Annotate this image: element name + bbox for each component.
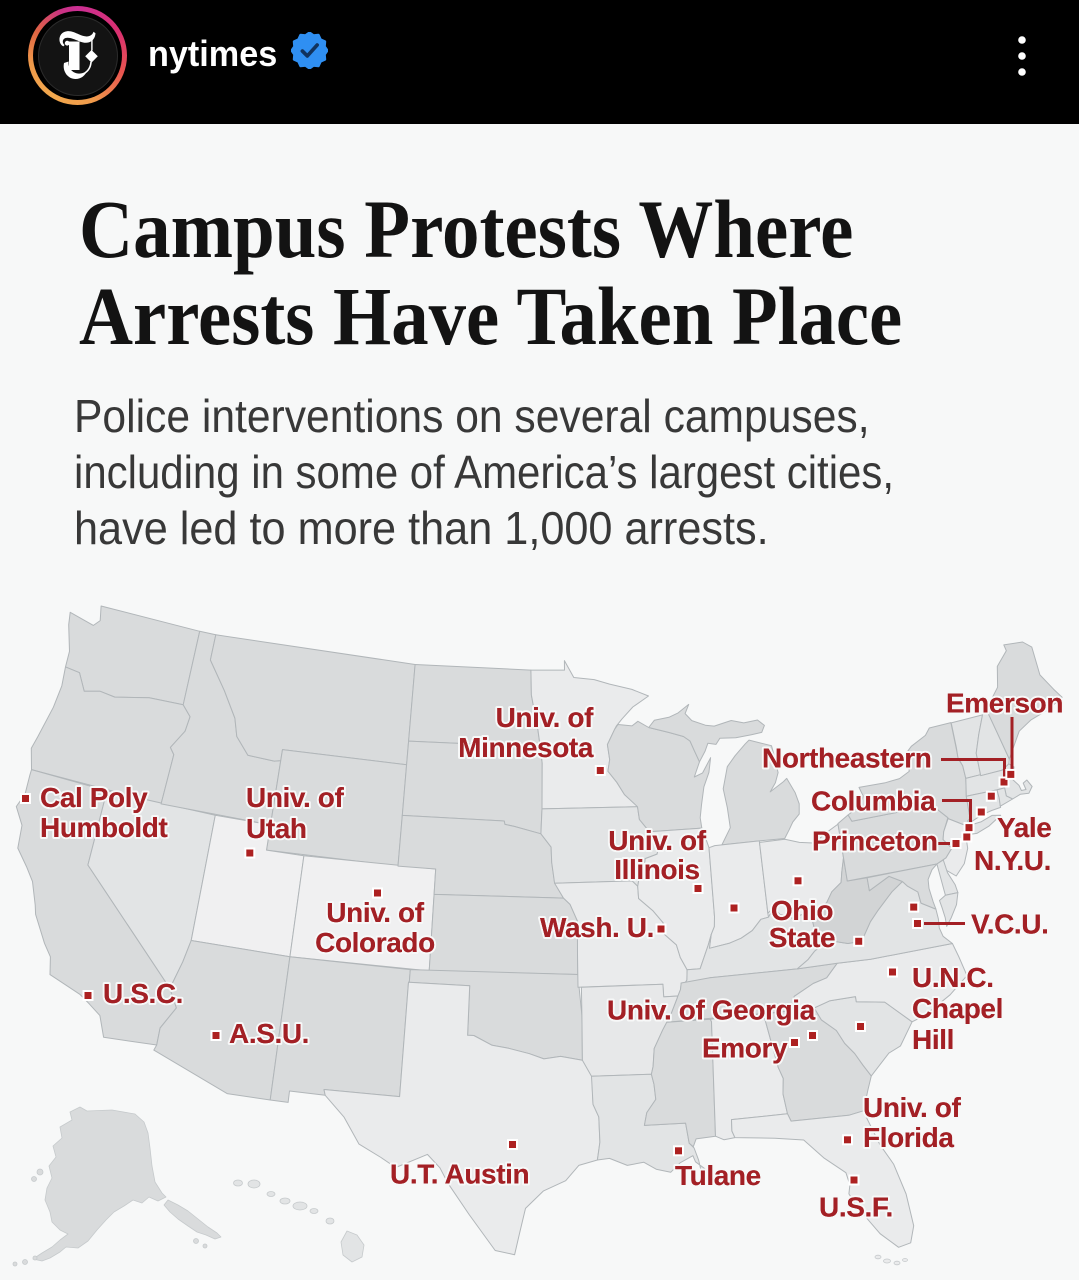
svg-text:Utah: Utah [246, 813, 307, 844]
svg-text:Columbia: Columbia [811, 786, 936, 817]
svg-text:U.S.C.: U.S.C. [103, 978, 183, 1009]
svg-text:U.N.C.: U.N.C. [912, 962, 994, 993]
svg-text:V.C.U.: V.C.U. [971, 909, 1049, 940]
svg-text:Yale: Yale [997, 812, 1051, 843]
svg-text:Wash. U.: Wash. U. [540, 912, 654, 943]
svg-text:Florida: Florida [863, 1122, 954, 1153]
svg-text:Princeton: Princeton [812, 826, 938, 857]
svg-text:Univ. of: Univ. of [326, 897, 424, 928]
svg-text:Tulane: Tulane [675, 1160, 761, 1191]
svg-text:Univ. of: Univ. of [246, 782, 344, 813]
svg-text:U.S.F.: U.S.F. [819, 1192, 893, 1223]
svg-text:Humboldt: Humboldt [40, 812, 168, 843]
svg-text:Cal Poly: Cal Poly [40, 782, 148, 813]
svg-text:U.N.C.: U.N.C. [912, 962, 994, 993]
svg-text:State: State [769, 922, 835, 953]
svg-text:Ohio: Ohio [771, 895, 833, 926]
svg-text:U.S.F.: U.S.F. [819, 1192, 893, 1223]
svg-text:Cal Poly: Cal Poly [40, 782, 148, 813]
svg-text:Wash. U.: Wash. U. [540, 912, 654, 943]
svg-text:Chapel: Chapel [912, 993, 1003, 1024]
svg-text:Univ. of: Univ. of [326, 897, 424, 928]
svg-text:Utah: Utah [246, 813, 307, 844]
svg-text:Hill: Hill [912, 1024, 954, 1055]
svg-text:Univ. of: Univ. of [863, 1092, 961, 1123]
svg-text:Yale: Yale [997, 812, 1051, 843]
svg-text:N.Y.U.: N.Y.U. [974, 845, 1051, 876]
svg-text:Emory: Emory [702, 1033, 788, 1064]
svg-text:State: State [769, 922, 835, 953]
svg-text:Emerson: Emerson [946, 688, 1063, 719]
svg-text:Illinois: Illinois [614, 854, 699, 885]
svg-text:Humboldt: Humboldt [40, 812, 168, 843]
svg-text:Ohio: Ohio [771, 895, 833, 926]
svg-text:Univ. of: Univ. of [608, 825, 706, 856]
svg-text:Princeton: Princeton [812, 826, 938, 857]
svg-text:Columbia: Columbia [811, 786, 936, 817]
svg-text:A.S.U.: A.S.U. [229, 1018, 309, 1049]
svg-text:Univ. of Georgia: Univ. of Georgia [607, 995, 816, 1026]
svg-text:Emerson: Emerson [946, 688, 1063, 719]
svg-text:Northeastern: Northeastern [762, 743, 931, 774]
svg-text:U.T. Austin: U.T. Austin [390, 1159, 529, 1190]
svg-text:A.S.U.: A.S.U. [229, 1018, 309, 1049]
svg-text:Northeastern: Northeastern [762, 743, 931, 774]
svg-text:U.S.C.: U.S.C. [103, 978, 183, 1009]
svg-text:Univ. of: Univ. of [608, 825, 706, 856]
svg-text:Minnesota: Minnesota [458, 732, 594, 763]
svg-text:Chapel: Chapel [912, 993, 1003, 1024]
svg-text:V.C.U.: V.C.U. [971, 909, 1049, 940]
svg-text:Colorado: Colorado [315, 927, 435, 958]
svg-text:Florida: Florida [863, 1122, 954, 1153]
svg-text:Univ. of: Univ. of [246, 782, 344, 813]
svg-text:Emory: Emory [702, 1033, 788, 1064]
svg-text:Univ. of: Univ. of [496, 702, 594, 733]
svg-text:U.T. Austin: U.T. Austin [390, 1159, 529, 1190]
svg-text:Tulane: Tulane [675, 1160, 761, 1191]
svg-text:Univ. of: Univ. of [496, 702, 594, 733]
svg-text:Univ. of Georgia: Univ. of Georgia [607, 995, 816, 1026]
svg-text:Univ. of: Univ. of [863, 1092, 961, 1123]
svg-text:Illinois: Illinois [614, 854, 699, 885]
svg-text:Colorado: Colorado [315, 927, 435, 958]
svg-text:Minnesota: Minnesota [458, 732, 594, 763]
svg-text:Hill: Hill [912, 1024, 954, 1055]
svg-text:N.Y.U.: N.Y.U. [974, 845, 1051, 876]
